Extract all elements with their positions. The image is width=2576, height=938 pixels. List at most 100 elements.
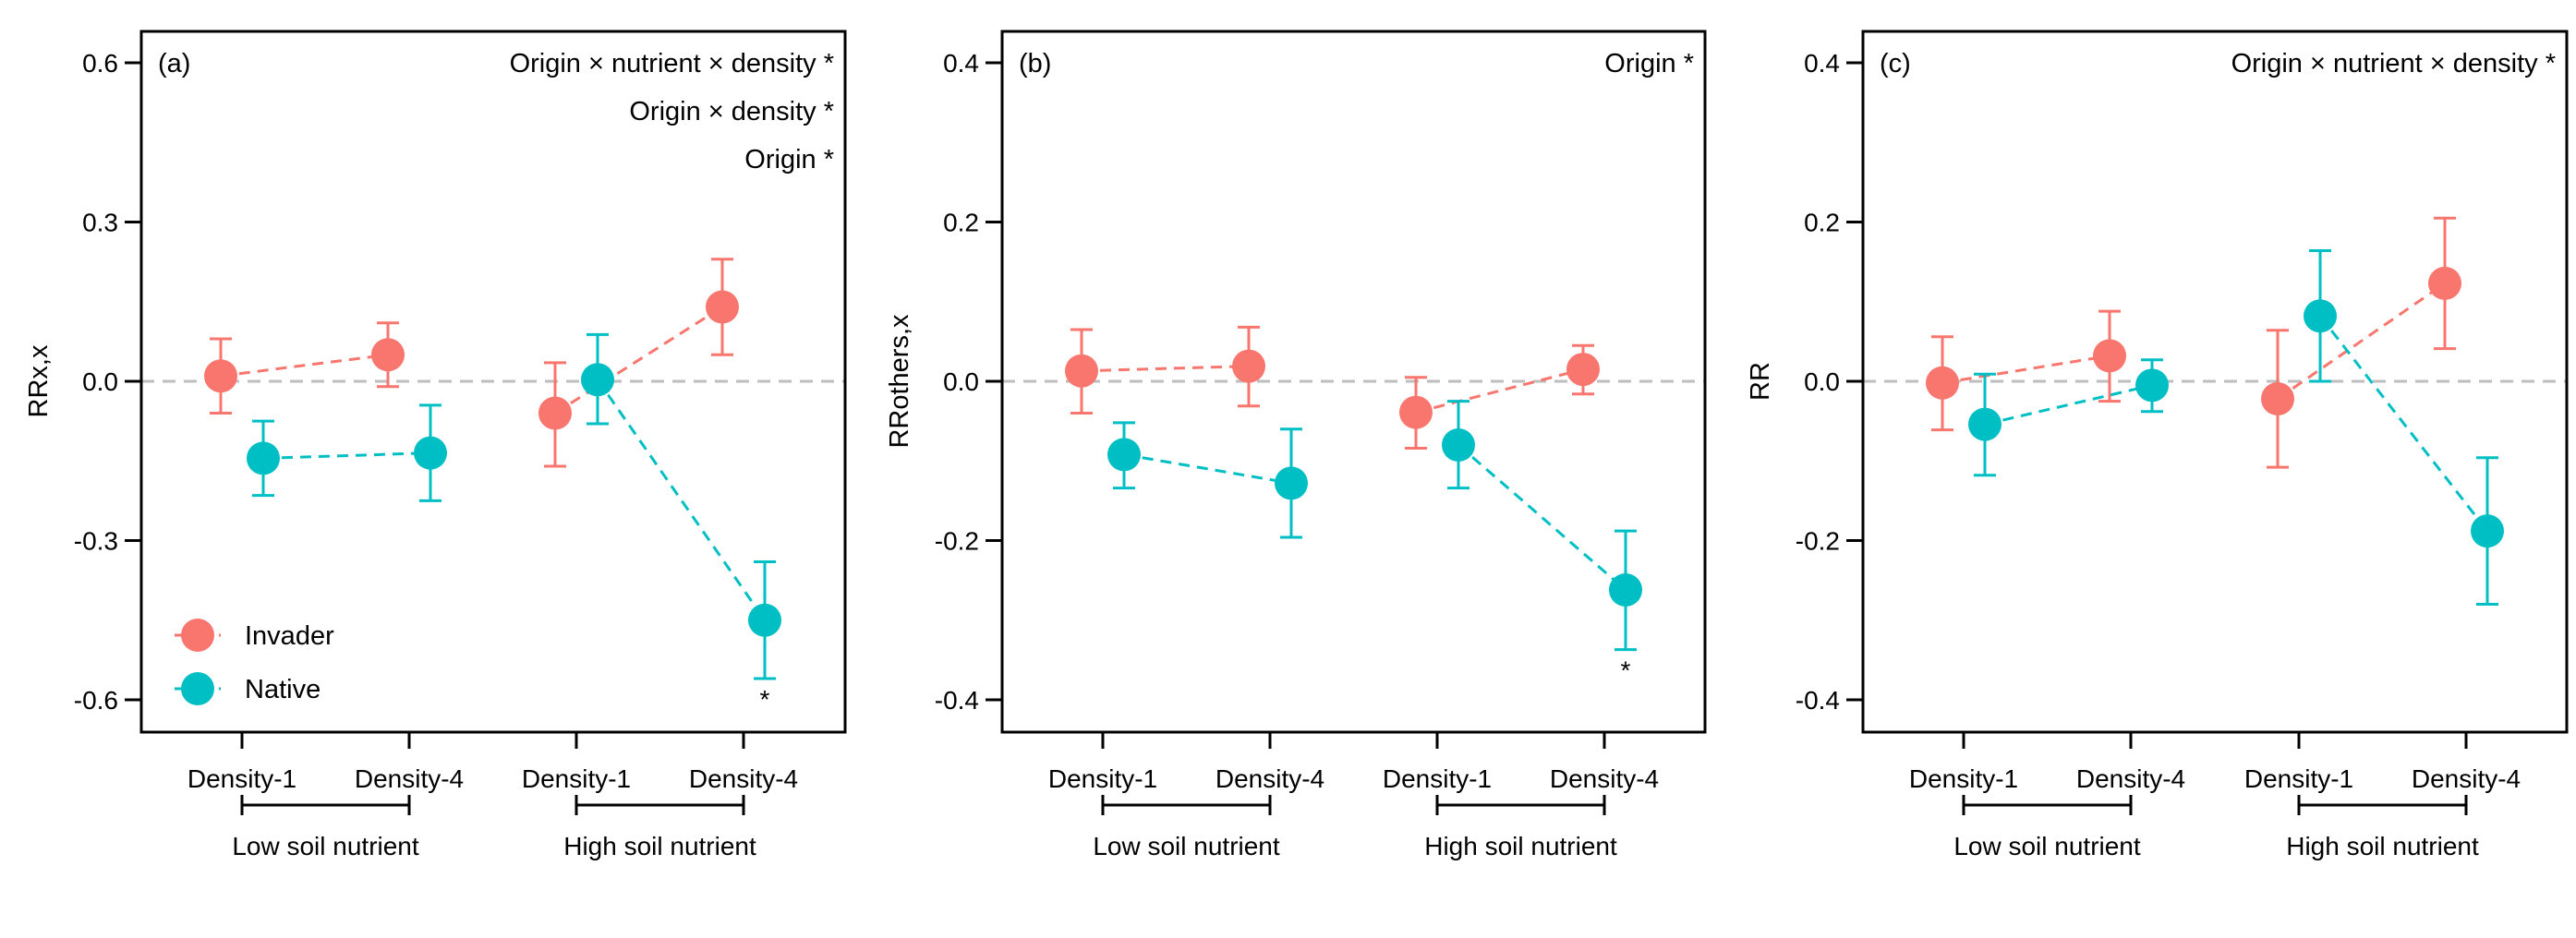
data-point-invader bbox=[2261, 381, 2294, 415]
y-tick-label: 0.0 bbox=[943, 367, 979, 396]
legend-marker-native bbox=[181, 672, 214, 705]
y-tick-label: -0.4 bbox=[1796, 686, 1840, 715]
data-point-native bbox=[247, 441, 280, 475]
data-point-invader bbox=[371, 338, 405, 372]
y-axis-label: RRx,x bbox=[24, 344, 54, 417]
data-point-invader bbox=[706, 290, 739, 324]
data-point-invader bbox=[204, 359, 237, 393]
data-point-invader bbox=[2093, 339, 2126, 373]
panel-label: (a) bbox=[158, 49, 190, 78]
group-label: Low soil nutrient bbox=[1093, 832, 1280, 860]
y-tick-label: 0.0 bbox=[82, 367, 118, 396]
x-tick-label: Density-1 bbox=[1909, 764, 2018, 793]
y-tick-label: 0.4 bbox=[1804, 49, 1840, 78]
x-tick-label: Density-4 bbox=[355, 764, 464, 793]
series-connector-native bbox=[1984, 383, 2153, 427]
series-connector-native bbox=[596, 379, 767, 621]
significance-annotation: Origin × nutrient × density * bbox=[2231, 49, 2556, 78]
x-tick-label: Density-1 bbox=[187, 764, 296, 793]
data-point-native bbox=[414, 436, 447, 470]
significance-marker: * bbox=[760, 685, 770, 714]
data-point-native bbox=[1609, 572, 1642, 607]
data-point-invader bbox=[1065, 354, 1098, 388]
data-point-invader bbox=[1926, 366, 1959, 400]
series-connector-invader bbox=[220, 353, 389, 378]
y-tick-label: 0.2 bbox=[943, 209, 979, 237]
data-point-invader bbox=[1399, 395, 1433, 429]
x-tick-label: Density-1 bbox=[1048, 764, 1157, 793]
y-tick-label: -0.4 bbox=[935, 686, 979, 715]
y-tick-label: -0.2 bbox=[1796, 527, 1840, 556]
y-tick-label: -0.6 bbox=[74, 686, 118, 715]
significance-annotation: Origin × nutrient × density * bbox=[510, 49, 834, 78]
x-tick-label: Density-4 bbox=[2076, 764, 2185, 793]
group-bracket bbox=[2297, 795, 2468, 815]
data-point-native bbox=[1968, 407, 2002, 441]
x-tick-label: Density-4 bbox=[1550, 764, 1659, 793]
series-connector-invader bbox=[1415, 367, 1584, 415]
series-connector-native bbox=[262, 451, 431, 460]
y-tick-label: 0.6 bbox=[82, 49, 118, 78]
series-connector-invader bbox=[2277, 282, 2446, 401]
panel-b: 0.4 0.2 0.0 -0.2 -0.4 RRothers,x Density-1 Dens… bbox=[885, 30, 1707, 860]
group-label: High soil nutrient bbox=[1424, 832, 1617, 860]
plot-frame bbox=[139, 30, 847, 734]
data-point-native bbox=[2135, 368, 2169, 403]
data-point-native bbox=[1107, 438, 1141, 472]
y-tick-label: 0.4 bbox=[943, 49, 979, 78]
series-connector-invader bbox=[1081, 365, 1250, 373]
group-bracket bbox=[1962, 795, 2133, 815]
y-tick-label: 0.2 bbox=[1804, 209, 1840, 237]
data-point-native bbox=[748, 603, 781, 637]
data-point-invader bbox=[2428, 266, 2461, 300]
group-label: Low soil nutrient bbox=[1953, 832, 2141, 860]
data-point-invader bbox=[1232, 349, 1265, 383]
data-point-native bbox=[1442, 428, 1475, 462]
legend-label: Invader bbox=[245, 621, 334, 651]
significance-annotation: Origin × density * bbox=[629, 97, 834, 126]
panel-label: (c) bbox=[1880, 49, 1911, 78]
y-tick-label: 0.3 bbox=[82, 209, 118, 237]
group-label: High soil nutrient bbox=[2286, 832, 2479, 860]
group-label: High soil nutrient bbox=[563, 832, 756, 860]
plot-frame bbox=[1000, 30, 1707, 734]
group-label: Low soil nutrient bbox=[232, 832, 419, 860]
significance-marker: * bbox=[1621, 656, 1631, 685]
x-tick-label: Density-4 bbox=[1215, 764, 1324, 793]
data-point-native bbox=[1275, 466, 1308, 500]
data-point-invader bbox=[538, 396, 572, 430]
significance-annotation: Origin * bbox=[1604, 49, 1694, 78]
y-axis-label: RR bbox=[1746, 362, 1775, 401]
x-tick-label: Density-1 bbox=[2244, 764, 2353, 793]
data-point-native bbox=[581, 363, 614, 397]
y-tick-label: 0.0 bbox=[1804, 367, 1840, 396]
panel-c: 0.4 0.2 0.0 -0.2 -0.4 RR Density-1 Density-4 Den… bbox=[1746, 30, 2569, 860]
legend-marker-invader bbox=[181, 619, 214, 652]
y-tick-label: -0.3 bbox=[74, 527, 118, 556]
panel-a: 0.6 0.3 0.0 -0.3 -0.6 RRx,x Density-1 Density-4… bbox=[24, 30, 847, 860]
series-connector-invader bbox=[554, 306, 723, 415]
y-tick-label: -0.2 bbox=[935, 527, 979, 556]
group-bracket bbox=[574, 795, 745, 815]
data-point-native bbox=[2471, 514, 2504, 548]
legend-label: Native bbox=[245, 675, 320, 704]
y-axis-label: RRothers,x bbox=[885, 314, 914, 449]
group-bracket bbox=[1101, 795, 1272, 815]
group-bracket bbox=[240, 795, 411, 815]
panel-label: (b) bbox=[1019, 49, 1051, 78]
series-connector-native bbox=[1457, 443, 1627, 592]
x-tick-label: Density-4 bbox=[689, 764, 798, 793]
significance-annotation: Origin * bbox=[744, 145, 834, 174]
series-connector-native bbox=[1123, 452, 1292, 485]
group-bracket bbox=[1435, 795, 1606, 815]
plot-frame bbox=[1861, 30, 2569, 734]
data-point-invader bbox=[1566, 353, 1600, 387]
series-connector-native bbox=[2318, 315, 2489, 533]
data-point-native bbox=[2304, 299, 2337, 333]
series-connector-invader bbox=[1941, 354, 2110, 385]
x-tick-label: Density-1 bbox=[1383, 764, 1492, 793]
x-tick-label: Density-1 bbox=[522, 764, 631, 793]
x-tick-label: Density-4 bbox=[2412, 764, 2521, 793]
legend: Invader Native bbox=[175, 619, 334, 705]
